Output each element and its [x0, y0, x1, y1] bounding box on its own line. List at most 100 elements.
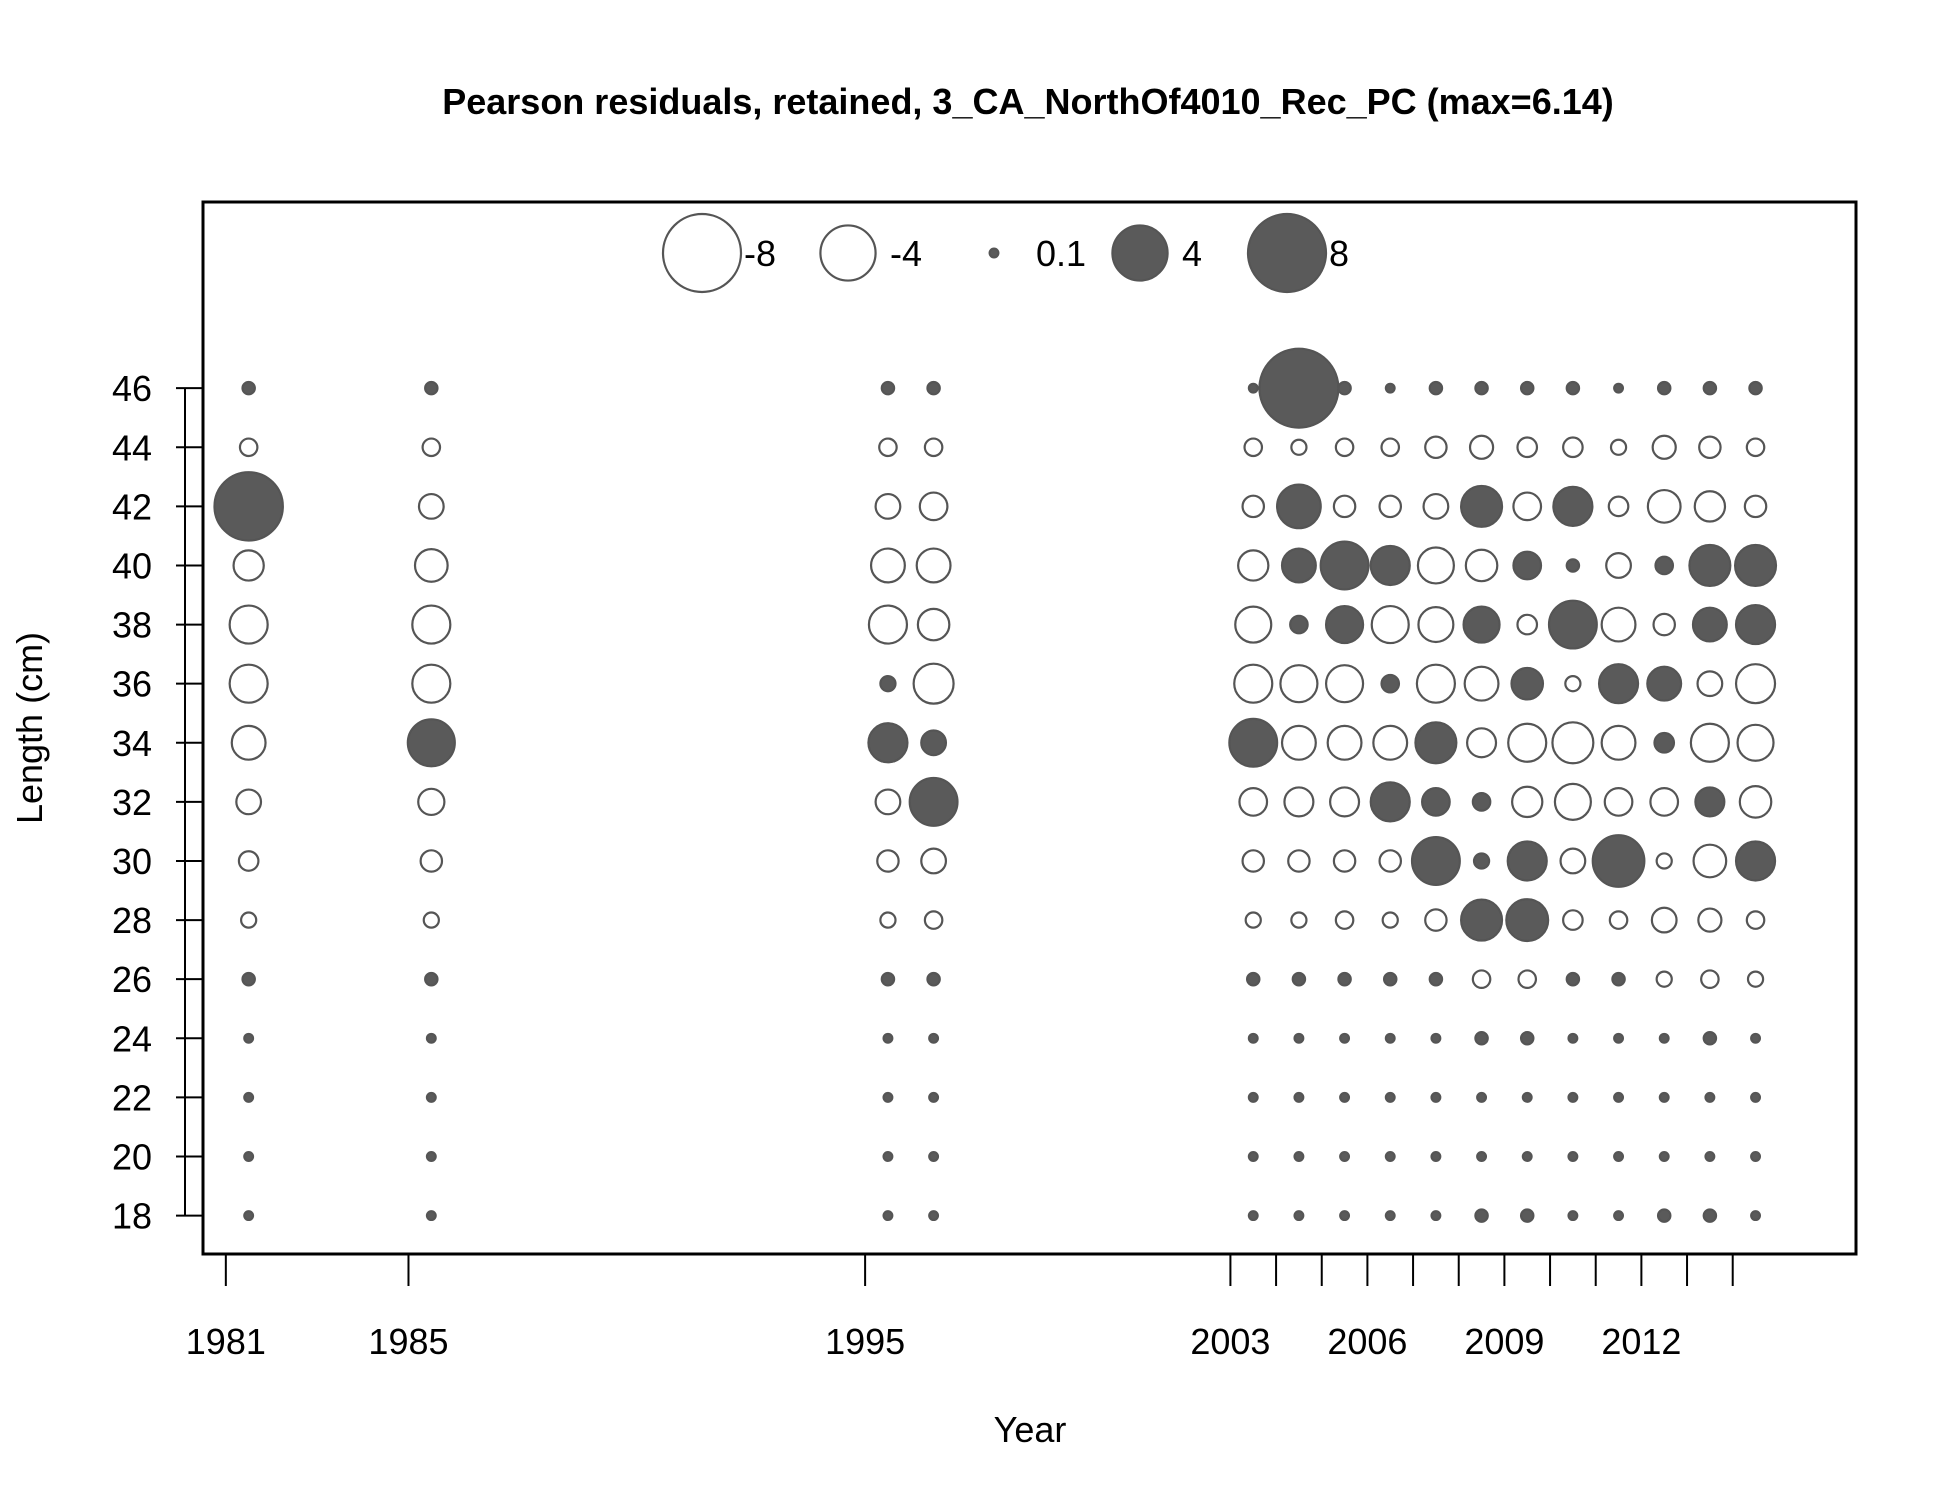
residual-bubble	[1430, 1151, 1442, 1162]
residual-bubble	[928, 1091, 940, 1103]
residual-bubble	[1460, 898, 1504, 942]
residual-bubble	[882, 1032, 894, 1044]
residual-bubble	[1324, 664, 1365, 704]
residual-bubble	[1505, 898, 1550, 943]
residual-bubble	[1234, 605, 1273, 644]
residual-bubble	[1603, 786, 1634, 817]
residual-bubble	[243, 1032, 255, 1044]
residual-bubble	[1237, 549, 1270, 582]
residual-bubble	[1600, 724, 1637, 761]
y-tick-label: 18	[112, 1196, 152, 1237]
residual-bubble	[882, 1210, 894, 1222]
residual-bubble	[1381, 911, 1399, 929]
residual-bubble	[1567, 1032, 1579, 1044]
residual-bubble	[1565, 971, 1581, 987]
x-axis-label: Year	[994, 1409, 1067, 1450]
residual-bubble	[237, 850, 260, 872]
residual-bubble	[926, 971, 941, 987]
x-tick-label: 2012	[1601, 1321, 1681, 1362]
residual-bubble	[1565, 558, 1581, 573]
legend-label: 4	[1182, 233, 1202, 274]
residual-bubble	[1474, 380, 1489, 396]
residual-bubble	[1521, 1151, 1533, 1162]
residual-bubble	[1608, 910, 1629, 930]
residual-bubble	[1384, 1210, 1396, 1222]
residual-bubble	[1506, 840, 1548, 882]
residual-bubble	[1613, 1032, 1625, 1044]
residual-bubble	[1511, 785, 1544, 819]
residual-bubble	[1370, 604, 1410, 645]
residual-bubble	[424, 380, 439, 396]
residual-bubble	[916, 607, 951, 642]
residual-bubble	[1369, 544, 1411, 587]
residual-bubble	[874, 788, 902, 816]
residual-bubble	[241, 971, 256, 987]
residual-bubble	[1324, 604, 1365, 645]
residual-bubble	[1293, 1210, 1305, 1222]
residual-bubble	[1339, 1032, 1351, 1044]
residual-bubble	[1688, 543, 1732, 588]
residual-bubble	[1734, 663, 1777, 705]
residual-bubble	[1290, 438, 1308, 456]
residual-bubble	[874, 492, 902, 520]
residual-bubble	[1382, 971, 1398, 987]
residual-bubble	[1736, 723, 1775, 762]
residual-bubble	[1468, 434, 1495, 460]
residual-bubble	[1424, 435, 1448, 460]
residual-bubble	[1609, 438, 1628, 456]
residual-bubble	[1291, 971, 1307, 987]
residual-bubble	[1258, 347, 1340, 429]
residual-bubble	[1243, 437, 1264, 458]
legend-label: 0.1	[1036, 233, 1086, 274]
residual-bubble	[406, 718, 456, 768]
residual-bubble	[1283, 786, 1315, 818]
residual-bubble	[1337, 971, 1352, 987]
residual-bubble	[1463, 665, 1500, 702]
residual-bubble	[1702, 1208, 1718, 1223]
residual-bubble	[1410, 835, 1461, 886]
residual-bubble	[1704, 1151, 1716, 1162]
residual-bubble	[1384, 1151, 1396, 1162]
y-tick-label: 46	[112, 368, 152, 409]
x-tick-label: 2009	[1464, 1321, 1544, 1362]
residual-bubble	[1734, 840, 1777, 882]
residual-bubble	[1372, 724, 1409, 761]
residual-bubble	[880, 971, 896, 987]
residual-bubble	[1384, 1091, 1396, 1103]
residual-bubble	[243, 1210, 255, 1222]
residual-bubble	[1597, 663, 1640, 705]
residual-bubble	[230, 724, 267, 761]
residual-bubble	[1743, 494, 1768, 519]
residual-bubble	[923, 910, 944, 930]
residual-bubble	[1605, 552, 1632, 579]
residual-bubble	[1247, 1210, 1259, 1222]
residual-bubble	[879, 911, 897, 929]
residual-bubble	[1474, 1031, 1489, 1046]
residual-bubble	[920, 847, 948, 875]
residual-bubble	[1244, 911, 1262, 929]
residual-bubble	[425, 1091, 437, 1103]
residual-bubble	[1562, 909, 1584, 931]
residual-bubble	[1334, 437, 1355, 458]
residual-bubble	[1567, 1210, 1579, 1222]
residual-bubble	[1696, 670, 1724, 698]
residual-bubble	[1428, 380, 1444, 396]
residual-bubble	[879, 675, 897, 693]
y-tick-label: 32	[112, 782, 152, 823]
residual-bubble	[1293, 1151, 1305, 1162]
residual-bubble	[1567, 1091, 1579, 1103]
residual-bubble	[1462, 605, 1501, 644]
residual-bubble	[1750, 1091, 1762, 1103]
residual-bubble	[232, 549, 265, 582]
residual-bubble	[1692, 843, 1728, 879]
residual-bubble	[1613, 1151, 1625, 1162]
residual-bubble	[1559, 847, 1587, 875]
residual-bubble	[1430, 1032, 1442, 1044]
residual-bubble	[1247, 1091, 1259, 1103]
residual-bubble	[1384, 1032, 1396, 1044]
residual-bubble	[1519, 380, 1535, 396]
residual-bubble	[1512, 550, 1543, 581]
y-tick-label: 42	[112, 486, 152, 527]
residual-bubble	[1697, 907, 1723, 933]
